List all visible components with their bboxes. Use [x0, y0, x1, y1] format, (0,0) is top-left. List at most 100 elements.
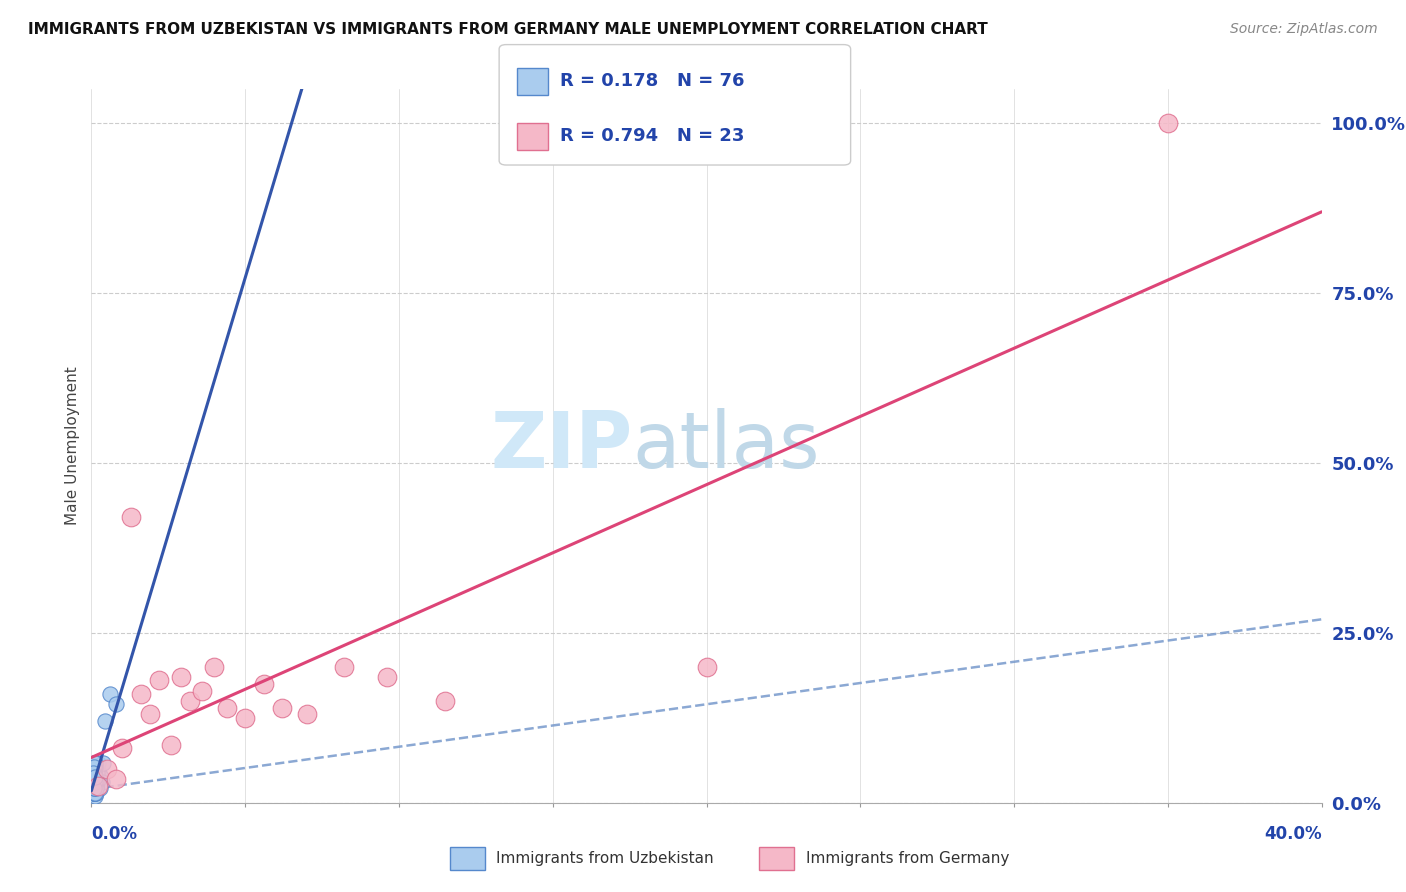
Point: [84, 780, 107, 795]
Point: [86, 756, 108, 771]
Text: IMMIGRANTS FROM UZBEKISTAN VS IMMIGRANTS FROM GERMANY MALE UNEMPLOYMENT CORRELAT: IMMIGRANTS FROM UZBEKISTAN VS IMMIGRANTS…: [28, 22, 988, 37]
Point: [82, 775, 104, 789]
Point: [179, 694, 201, 708]
Point: [84, 786, 107, 800]
Point: [434, 694, 457, 708]
Point: [82, 770, 104, 784]
Point: [83, 770, 105, 784]
Point: [98, 687, 121, 701]
Point: [86, 775, 108, 789]
Point: [94, 714, 117, 729]
Point: [83, 756, 105, 771]
Point: [83, 775, 105, 789]
Point: [86, 775, 108, 789]
Text: 40.0%: 40.0%: [1264, 825, 1322, 843]
Point: [83, 765, 105, 780]
Point: [84, 775, 107, 789]
Point: [83, 770, 105, 784]
Point: [83, 765, 105, 780]
Point: [83, 786, 105, 800]
Text: R = 0.794   N = 23: R = 0.794 N = 23: [560, 128, 744, 145]
Point: [84, 775, 107, 789]
Point: [82, 765, 104, 780]
Point: [83, 772, 105, 786]
Text: Immigrants from Germany: Immigrants from Germany: [806, 851, 1010, 865]
Point: [105, 772, 127, 786]
Point: [105, 698, 127, 712]
Point: [87, 775, 110, 789]
Point: [202, 660, 225, 674]
Point: [86, 780, 108, 795]
Point: [83, 762, 105, 776]
Point: [295, 707, 318, 722]
Point: [84, 760, 107, 774]
Point: [86, 770, 108, 784]
Point: [271, 700, 294, 714]
Point: [375, 670, 398, 684]
Point: [83, 780, 105, 795]
Point: [83, 760, 105, 774]
Point: [83, 767, 105, 781]
Point: [84, 780, 107, 795]
Point: [83, 765, 105, 780]
Y-axis label: Male Unemployment: Male Unemployment: [65, 367, 80, 525]
Point: [90, 775, 112, 789]
Point: [1157, 116, 1180, 130]
Point: [83, 756, 105, 771]
Text: Source: ZipAtlas.com: Source: ZipAtlas.com: [1230, 22, 1378, 37]
Point: [83, 765, 105, 780]
Point: [86, 770, 108, 784]
Point: [233, 711, 256, 725]
Point: [129, 687, 152, 701]
Point: [84, 777, 107, 791]
Point: [83, 765, 105, 780]
Point: [89, 780, 111, 795]
Point: [169, 670, 191, 684]
Point: [84, 780, 107, 795]
Point: [82, 775, 104, 789]
Point: [86, 780, 108, 795]
Point: [86, 780, 108, 795]
Text: R = 0.178   N = 76: R = 0.178 N = 76: [560, 72, 744, 90]
Point: [83, 786, 105, 800]
Point: [83, 770, 105, 784]
Point: [84, 756, 107, 771]
Point: [84, 756, 107, 771]
Point: [83, 782, 105, 797]
Point: [148, 673, 170, 688]
Point: [215, 700, 238, 714]
Point: [83, 780, 105, 795]
Point: [91, 756, 114, 771]
Point: [83, 770, 105, 784]
Point: [84, 780, 107, 795]
Point: [82, 760, 104, 774]
Point: [83, 780, 105, 795]
Point: [84, 760, 107, 774]
Point: [83, 786, 105, 800]
Point: [332, 660, 354, 674]
Point: [191, 683, 214, 698]
Point: [83, 780, 105, 795]
Point: [84, 770, 107, 784]
Point: [83, 775, 105, 789]
Point: [82, 765, 104, 780]
Point: [83, 786, 105, 800]
Point: [83, 760, 105, 774]
Point: [696, 660, 718, 674]
Point: [84, 786, 107, 800]
Text: atlas: atlas: [633, 408, 820, 484]
Point: [84, 786, 107, 800]
Point: [160, 738, 183, 752]
Point: [87, 765, 110, 780]
Point: [86, 760, 108, 774]
Point: [139, 707, 162, 722]
Point: [84, 786, 107, 800]
Point: [120, 510, 142, 524]
Point: [86, 765, 108, 780]
Text: ZIP: ZIP: [491, 408, 633, 484]
Point: [83, 770, 105, 784]
Point: [96, 762, 118, 776]
Point: [83, 786, 105, 800]
Text: 0.0%: 0.0%: [91, 825, 138, 843]
Point: [86, 779, 108, 793]
